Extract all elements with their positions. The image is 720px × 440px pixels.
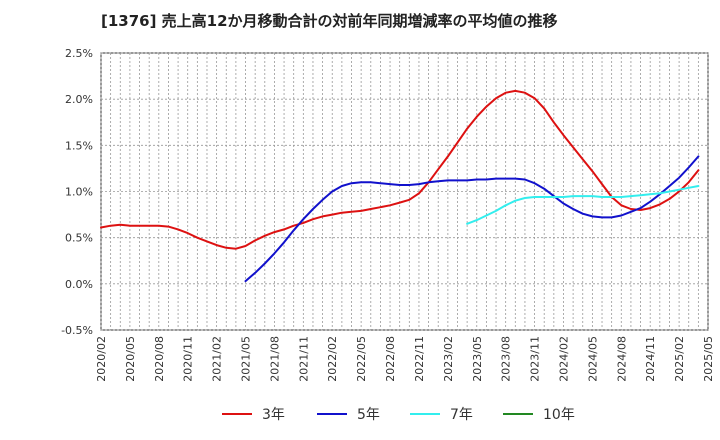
legend-item: 5年 bbox=[317, 407, 380, 423]
series-line-5年 bbox=[244, 155, 700, 283]
x-tick-label: 2025/05 bbox=[702, 336, 715, 382]
x-tick-label: 2024/05 bbox=[586, 336, 599, 382]
series-line-3年 bbox=[100, 89, 700, 250]
legend: 3年 5年 7年 10年 bbox=[222, 407, 575, 423]
legend-item: 7年 bbox=[410, 407, 473, 423]
x-tick-label: 2020/11 bbox=[182, 336, 195, 382]
x-tick-label: 2020/02 bbox=[95, 336, 108, 382]
series-lines bbox=[100, 89, 700, 283]
x-tick-label: 2024/08 bbox=[615, 336, 628, 382]
x-tick-label: 2022/08 bbox=[384, 336, 397, 382]
x-tick-label: 2025/02 bbox=[673, 336, 686, 382]
x-tick-label: 2021/05 bbox=[240, 336, 253, 382]
x-tick-label: 2024/02 bbox=[557, 336, 570, 382]
x-tick-label: 2020/08 bbox=[153, 336, 166, 382]
y-tick-label: 1.5% bbox=[65, 139, 93, 152]
x-tick-label: 2022/02 bbox=[326, 336, 339, 382]
x-tick-label: 2021/08 bbox=[268, 336, 281, 382]
x-tick-label: 2023/11 bbox=[529, 336, 542, 382]
y-tick-label: -0.5% bbox=[61, 324, 93, 337]
y-tick-label: 0.0% bbox=[65, 278, 93, 291]
y-tick-label: 2.5% bbox=[65, 47, 93, 60]
chart-title: [1376] 売上高12か月移動合計の対前年同期増減率の平均値の推移 bbox=[101, 12, 558, 30]
x-tick-label: 2021/11 bbox=[297, 336, 310, 382]
x-axis-ticks: 2020/02 2020/05 2020/08 2020/11 2021/02 2021/… bbox=[95, 336, 715, 382]
y-tick-label: 0.5% bbox=[65, 232, 93, 245]
x-tick-label: 2024/11 bbox=[644, 336, 657, 382]
legend-item: 3年 bbox=[222, 407, 285, 423]
y-tick-label: 2.0% bbox=[65, 93, 93, 106]
x-tick-label: 2021/02 bbox=[211, 336, 224, 382]
legend-label: 7年 bbox=[450, 407, 473, 423]
legend-label: 10年 bbox=[543, 407, 575, 423]
legend-item: 10年 bbox=[503, 407, 575, 423]
x-tick-label: 2020/05 bbox=[124, 336, 137, 382]
series-line-7年 bbox=[466, 185, 700, 225]
x-tick-label: 2023/05 bbox=[471, 336, 484, 382]
x-tick-label: 2022/11 bbox=[413, 336, 426, 382]
plot-area-frame bbox=[100, 52, 709, 331]
x-tick-label: 2023/02 bbox=[442, 336, 455, 382]
x-tick-label: 2022/05 bbox=[355, 336, 368, 382]
y-axis-ticks: 2.5% 2.0% 1.5% 1.0% 0.5% 0.0% -0.5% bbox=[61, 47, 93, 337]
x-tick-label: 2023/08 bbox=[500, 336, 513, 382]
legend-label: 3年 bbox=[262, 407, 285, 423]
y-tick-label: 1.0% bbox=[65, 186, 93, 199]
legend-label: 5年 bbox=[357, 407, 380, 423]
